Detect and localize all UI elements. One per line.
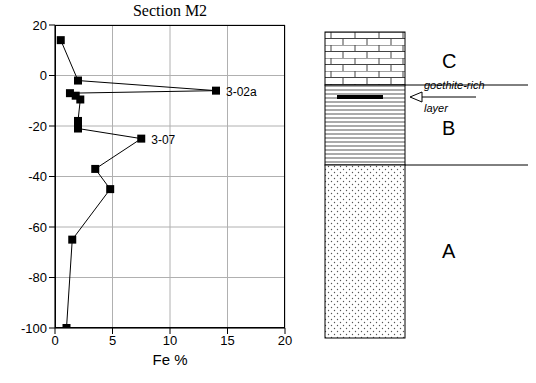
svg-text:-60: -60 [28,220,47,235]
svg-text:goethite-rich: goethite-rich [424,79,485,91]
svg-text:15: 15 [220,333,234,348]
svg-text:-20: -20 [28,119,47,134]
svg-text:10: 10 [163,333,177,348]
html-text:Section M2: Section M2 [132,2,208,19]
svg-text:C: C [442,50,456,72]
svg-text:A: A [442,240,456,262]
svg-text:0: 0 [40,68,47,83]
svg-text:B: B [442,117,455,139]
svg-text:-40: -40 [28,169,47,184]
svg-text:3-07: 3-07 [151,133,175,147]
svg-text:layer: layer [424,102,449,114]
svg-text:20: 20 [33,18,47,33]
svg-text:0: 0 [51,333,58,348]
svg-text:20: 20 [278,333,292,348]
svg-text:-100: -100 [21,321,47,336]
svg-text:-80: -80 [28,270,47,285]
svg-text:Fe %: Fe % [152,351,187,368]
svg-text:5: 5 [109,333,116,348]
svg-text:3-02a: 3-02a [226,85,257,99]
